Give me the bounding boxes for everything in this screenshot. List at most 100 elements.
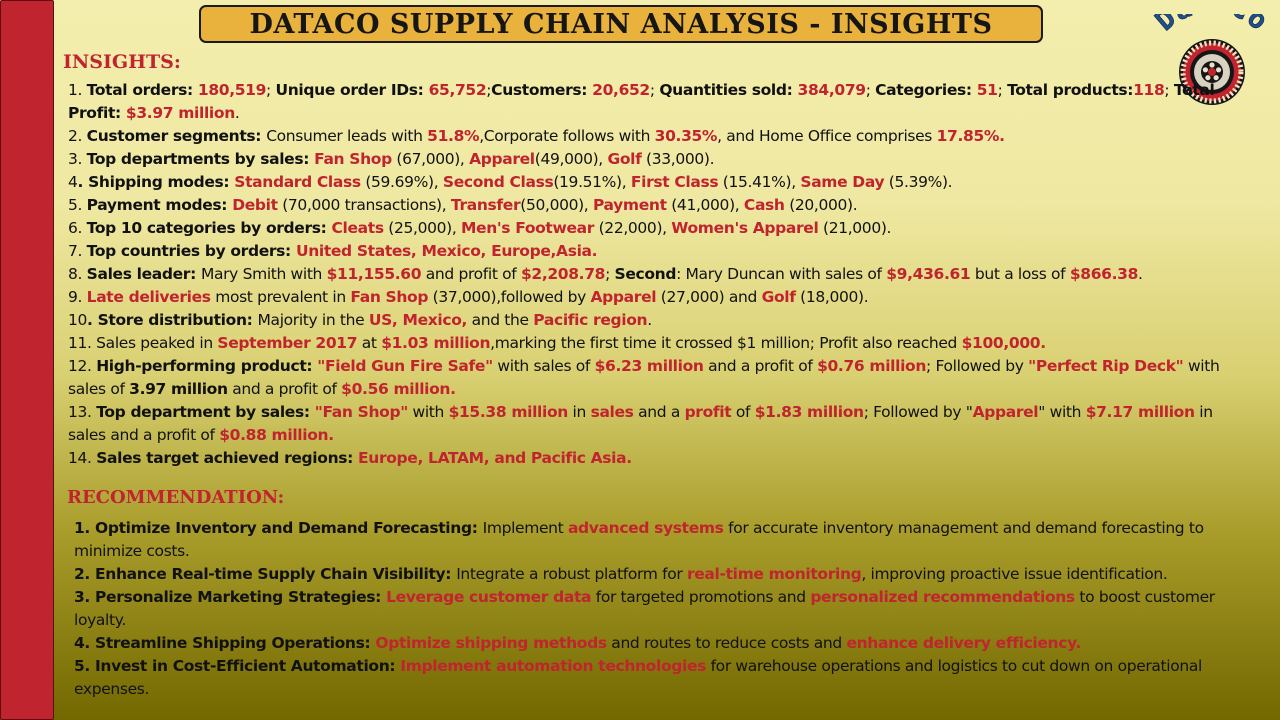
body-text: ; bbox=[1164, 81, 1174, 99]
highlight-text: Late deliveries bbox=[86, 288, 211, 306]
highlight-text: Cash bbox=[743, 196, 785, 214]
body-text: ; bbox=[649, 81, 660, 99]
body-text: 13. bbox=[68, 403, 97, 421]
bold-label: Top countries by orders: bbox=[86, 242, 296, 260]
body-text: ; bbox=[266, 81, 276, 99]
bold-label: . Shipping modes: bbox=[77, 173, 235, 191]
body-text: 4 bbox=[68, 173, 78, 191]
body-text: 11. Sales peaked in bbox=[68, 334, 218, 352]
highlight-text: 384,079 bbox=[797, 81, 867, 99]
recommendation-item: 1. Optimize Inventory and Demand Forecas… bbox=[74, 517, 1244, 563]
highlight-text: $1.03 million bbox=[381, 334, 491, 352]
bold-label: 3.97 million bbox=[129, 380, 228, 398]
insight-item: 1. Total orders: 180,519; Unique order I… bbox=[68, 79, 1243, 125]
body-text: and the bbox=[467, 311, 534, 329]
recommendation-item: 3. Personalize Marketing Strategies: Lev… bbox=[74, 586, 1244, 632]
highlight-text: $2,208.78 bbox=[520, 265, 606, 283]
highlight-text: Cleats bbox=[331, 219, 385, 237]
insight-item: 4. Shipping modes: Standard Class (59.69… bbox=[68, 171, 1243, 194]
body-text: ,marking the first time it crossed $1 mi… bbox=[490, 334, 962, 352]
highlight-text: Optimize shipping methods bbox=[375, 634, 607, 652]
body-text: (41,000), bbox=[666, 196, 744, 214]
highlight-text: $3.97 million bbox=[125, 104, 235, 122]
body-text: and routes to reduce costs and bbox=[606, 634, 847, 652]
body-text: " with bbox=[1038, 403, 1086, 421]
highlight-text: personalized recommendations bbox=[810, 588, 1075, 606]
body-text: most prevalent in bbox=[210, 288, 351, 306]
body-text: (19.51%), bbox=[553, 173, 631, 191]
recommendation-item: 5. Invest in Cost-Efficient Automation: … bbox=[74, 655, 1244, 701]
highlight-text: $15.38 million bbox=[448, 403, 569, 421]
highlight-text: advanced systems bbox=[567, 519, 724, 537]
body-text: (18,000). bbox=[795, 288, 869, 306]
title-banner: DATACO SUPPLY CHAIN ANALYSIS - INSIGHTS bbox=[199, 5, 1043, 43]
bold-label: Top departments by sales: bbox=[86, 150, 315, 168]
highlight-text: $1.83 million bbox=[754, 403, 864, 421]
body-text: , improving proactive issue identificati… bbox=[861, 565, 1168, 583]
body-text: (49,000), bbox=[534, 150, 608, 168]
bold-label: Quantities sold: bbox=[659, 81, 798, 99]
body-text: with sales of bbox=[68, 357, 1220, 398]
highlight-text: $0.56 million. bbox=[341, 380, 456, 398]
recommendation-heading: RECOMMENDATION: bbox=[67, 487, 285, 508]
insight-item: 14. Sales target achieved regions: Europ… bbox=[68, 447, 1243, 470]
insight-item: 2. Customer segments: Consumer leads wit… bbox=[68, 125, 1243, 148]
highlight-text: "Fan Shop" bbox=[314, 403, 409, 421]
highlight-text: Women's Apparel bbox=[671, 219, 819, 237]
highlight-text: Standard Class bbox=[234, 173, 361, 191]
body-text: 8. bbox=[68, 265, 87, 283]
body-text: Majority in the bbox=[257, 311, 369, 329]
highlight-text: profit bbox=[684, 403, 732, 421]
bold-label: High-performing product: bbox=[96, 357, 318, 375]
recommendation-item: 2. Enhance Real-time Supply Chain Visibi… bbox=[74, 563, 1244, 586]
body-text: (15.41%), bbox=[718, 173, 801, 191]
body-text: at bbox=[357, 334, 382, 352]
highlight-text: 65,752 bbox=[428, 81, 487, 99]
highlight-text: Apparel bbox=[972, 403, 1039, 421]
bold-label: Top department by sales: bbox=[96, 403, 315, 421]
body-text: (67,000), bbox=[391, 150, 470, 168]
body-text: Consumer leads with bbox=[266, 127, 428, 145]
insight-item: 12. High-performing product: "Field Gun … bbox=[68, 355, 1243, 401]
bold-label: 2. Enhance Real-time Supply Chain Visibi… bbox=[74, 565, 457, 583]
body-text: : Mary Duncan with sales of bbox=[676, 265, 887, 283]
body-text: (22,000), bbox=[594, 219, 672, 237]
highlight-text: 118 bbox=[1133, 81, 1165, 99]
bold-label: 5. Invest in Cost-Efficient Automation: bbox=[74, 657, 401, 675]
bold-label: Categories: bbox=[875, 81, 977, 99]
highlight-text: $6.23 million bbox=[594, 357, 704, 375]
body-text: Mary Smith with bbox=[200, 265, 327, 283]
insight-item: 11. Sales peaked in September 2017 at $1… bbox=[68, 332, 1243, 355]
body-text: (27,000) and bbox=[656, 288, 762, 306]
highlight-text: Transfer bbox=[450, 196, 521, 214]
body-text: ; bbox=[865, 81, 876, 99]
insight-item: 7. Top countries by orders: United State… bbox=[68, 240, 1243, 263]
body-text: ; bbox=[486, 81, 492, 99]
highlight-text: enhance delivery efficiency. bbox=[846, 634, 1081, 652]
highlight-text: Second Class bbox=[442, 173, 554, 191]
body-text: ; Followed by " bbox=[863, 403, 973, 421]
body-text: . bbox=[1138, 265, 1143, 283]
bold-label: Unique order IDs: bbox=[275, 81, 429, 99]
highlight-text: September 2017 bbox=[217, 334, 358, 352]
highlight-text: Fan Shop bbox=[350, 288, 429, 306]
body-text: of bbox=[731, 403, 755, 421]
highlight-text: Implement automation technologies bbox=[400, 657, 706, 675]
body-text: (50,000), bbox=[520, 196, 593, 214]
bold-label: Customers: bbox=[491, 81, 593, 99]
highlight-text: Pacific region bbox=[533, 311, 648, 329]
body-text: (25,000), bbox=[383, 219, 461, 237]
highlight-text: Apparel bbox=[590, 288, 657, 306]
body-text: (70,000 transactions), bbox=[277, 196, 451, 214]
highlight-text: Leverage customer data bbox=[386, 588, 592, 606]
body-text: 14. bbox=[68, 449, 97, 467]
body-text: 3. bbox=[68, 150, 87, 168]
body-text: with sales of bbox=[492, 357, 595, 375]
body-text: (5.39%). bbox=[884, 173, 953, 191]
body-text: 1. bbox=[68, 81, 87, 99]
body-text: Implement bbox=[482, 519, 568, 537]
body-text: 5. bbox=[68, 196, 87, 214]
insight-item: 8. Sales leader: Mary Smith with $11,155… bbox=[68, 263, 1243, 286]
body-text: (37,000),followed by bbox=[428, 288, 591, 306]
body-text: for targeted promotions and bbox=[591, 588, 811, 606]
